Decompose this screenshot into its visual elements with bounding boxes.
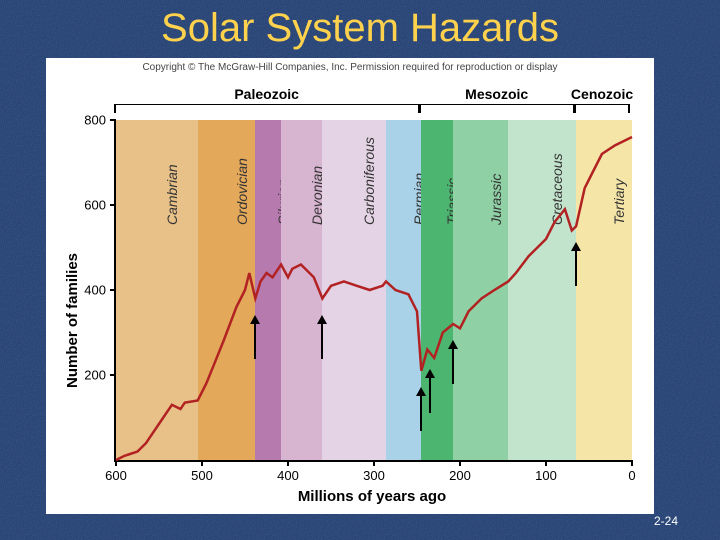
chart-container: Copyright © The McGraw-Hill Companies, I…	[46, 58, 654, 514]
plot-area: CambrianOrdovicianSilurianDevonianCarbon…	[114, 120, 632, 462]
slide: Solar System Hazards Copyright © The McG…	[0, 0, 720, 540]
x-tick-label: 200	[449, 460, 471, 483]
y-axis-label: Number of families	[64, 253, 81, 388]
extinction-arrow	[429, 371, 431, 413]
x-tick-label: 600	[105, 460, 127, 483]
x-tick-label: 100	[535, 460, 557, 483]
extinction-arrow	[575, 244, 577, 286]
copyright-text: Copyright © The McGraw-Hill Companies, I…	[46, 62, 654, 73]
extinction-arrow	[420, 389, 422, 431]
slide-number: 2-24	[654, 514, 678, 528]
era-label-mesozoic: Mesozoic	[465, 86, 528, 102]
slide-title: Solar System Hazards	[0, 6, 720, 51]
era-label-cenozoic: Cenozoic	[571, 86, 633, 102]
era-bracket-cenozoic	[574, 104, 630, 113]
era-bracket-mesozoic	[419, 104, 574, 113]
x-tick-label: 500	[191, 460, 213, 483]
y-tick-label: 600	[84, 198, 116, 213]
y-tick-label: 400	[84, 283, 116, 298]
x-axis-label: Millions of years ago	[298, 488, 446, 505]
x-tick-label: 300	[363, 460, 385, 483]
extinction-arrow	[321, 317, 323, 359]
families-line	[116, 120, 632, 460]
y-tick-label: 800	[84, 113, 116, 128]
era-bracket-paleozoic	[114, 104, 419, 113]
x-tick-label: 400	[277, 460, 299, 483]
y-tick-label: 200	[84, 368, 116, 383]
extinction-arrow	[452, 342, 454, 384]
era-label-paleozoic: Paleozoic	[234, 86, 299, 102]
x-tick-label: 0	[628, 460, 635, 483]
extinction-arrow	[254, 317, 256, 359]
